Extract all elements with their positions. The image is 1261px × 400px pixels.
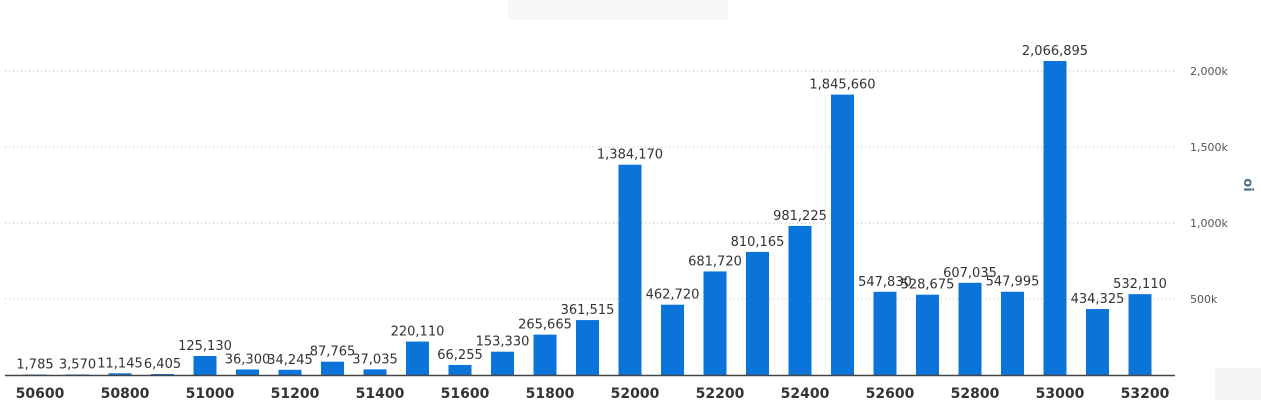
data-label: 547,830 xyxy=(858,275,912,290)
bar xyxy=(363,369,387,375)
data-label: 265,665 xyxy=(518,318,572,333)
bar xyxy=(1086,309,1109,375)
y-tick-label: 1,500k xyxy=(1190,141,1228,154)
bar xyxy=(1001,291,1024,375)
y-axis-label: oi xyxy=(1240,178,1255,191)
top-strip xyxy=(508,0,728,20)
bar xyxy=(491,351,514,375)
bar xyxy=(406,341,429,375)
data-label: 37,035 xyxy=(352,352,398,367)
bar xyxy=(873,291,897,375)
data-label: 528,675 xyxy=(901,278,955,293)
bar xyxy=(746,251,769,375)
data-label: 220,110 xyxy=(391,325,445,340)
y-tick-label: 2,000k xyxy=(1190,65,1228,78)
data-label: 87,765 xyxy=(310,345,356,360)
x-tick-label: 51800 xyxy=(526,386,575,400)
data-label: 11,145 xyxy=(97,356,143,371)
bar xyxy=(448,364,472,375)
data-label: 1,384,170 xyxy=(597,148,663,163)
bar xyxy=(278,369,302,375)
data-label: 434,325 xyxy=(1071,292,1125,307)
y-tick-label: 500k xyxy=(1190,293,1218,306)
data-label: 532,110 xyxy=(1113,277,1167,292)
x-tick-label: 53000 xyxy=(1036,386,1085,400)
data-label: 681,720 xyxy=(688,254,742,269)
data-label: 1,785 xyxy=(16,358,53,373)
data-label: 981,225 xyxy=(773,209,827,224)
bar xyxy=(1043,61,1067,375)
y-axis: 500k 1,000k 1,500k 2,000k xyxy=(1190,65,1228,306)
x-tick-label: 51600 xyxy=(441,386,490,400)
data-label: 66,255 xyxy=(437,348,483,363)
x-tick-label: 51000 xyxy=(186,386,235,400)
data-label: 1,845,660 xyxy=(809,78,875,93)
data-label: 36,300 xyxy=(225,352,271,367)
bar xyxy=(831,94,854,375)
x-tick-label: 52800 xyxy=(951,386,1000,400)
data-label: 607,035 xyxy=(943,266,997,281)
data-label: 3,570 xyxy=(59,357,96,372)
y-tick-label: 1,000k xyxy=(1190,217,1228,230)
bar xyxy=(916,294,939,375)
x-tick-label: 51400 xyxy=(356,386,405,400)
x-tick-label: 52000 xyxy=(611,386,660,400)
bar xyxy=(321,361,344,375)
x-tick-label: 52200 xyxy=(696,386,745,400)
x-tick-label: 50600 xyxy=(16,386,65,400)
x-axis: 50600 50800 51000 51200 51400 51600 51800 52000… xyxy=(5,374,1175,400)
bar xyxy=(193,355,217,375)
data-label: 125,130 xyxy=(178,339,232,354)
bar xyxy=(108,373,132,375)
bar xyxy=(1128,294,1152,375)
data-label: 2,066,895 xyxy=(1022,44,1088,59)
bar xyxy=(788,225,812,375)
data-labels: 1,785 3,570 11,145 6,405 125,13036,30034,245… xyxy=(16,44,1166,373)
bar xyxy=(236,369,259,375)
x-tick-label: 52400 xyxy=(781,386,830,400)
x-tick-label: 52600 xyxy=(866,386,915,400)
bar xyxy=(576,320,599,375)
bar xyxy=(66,374,89,375)
bar xyxy=(151,374,174,375)
x-tick-label: 53200 xyxy=(1121,386,1170,400)
bar xyxy=(533,334,557,375)
data-label: 153,330 xyxy=(476,335,530,350)
bar xyxy=(703,271,727,375)
gridlines xyxy=(5,70,1175,300)
bar xyxy=(661,304,684,375)
data-label: 34,245 xyxy=(267,353,313,368)
data-label: 6,405 xyxy=(144,357,181,372)
bars xyxy=(23,61,1152,375)
x-tick-label: 50800 xyxy=(101,386,150,400)
bar xyxy=(958,282,982,375)
corner-strip xyxy=(1215,368,1261,400)
data-label: 810,165 xyxy=(731,235,785,250)
data-label: 462,720 xyxy=(646,288,700,303)
data-label: 547,995 xyxy=(986,275,1040,290)
x-tick-label: 51200 xyxy=(271,386,320,400)
data-label: 361,515 xyxy=(561,303,615,318)
bar xyxy=(618,164,642,375)
